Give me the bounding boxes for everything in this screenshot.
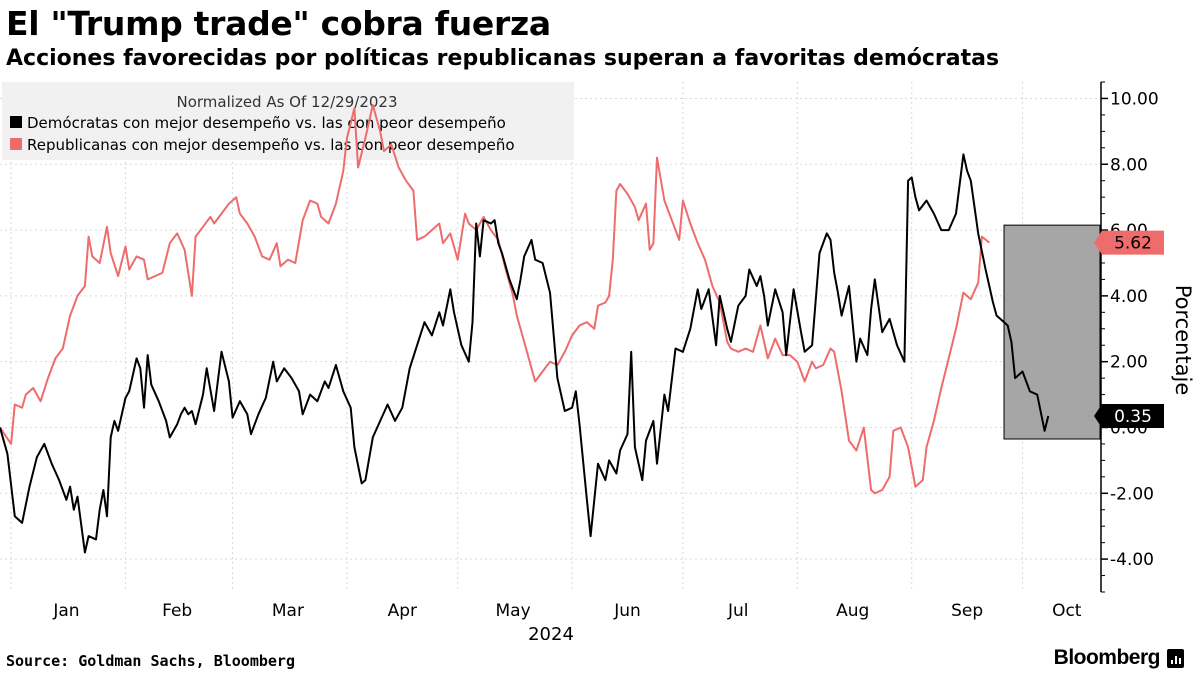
- x-tick-label: Jun: [613, 601, 641, 621]
- y-tick-label: 10.00: [1110, 89, 1159, 109]
- bloomberg-terminal-icon: [1167, 649, 1184, 668]
- source-note: Source: Goldman Sachs, Bloomberg: [6, 652, 295, 670]
- y-tick-label: 2.00: [1110, 353, 1148, 373]
- x-axis: Jan Feb Mar Apr May Jun Jul Aug Sep Oct: [52, 601, 1081, 621]
- legend-swatch-democrats: [10, 116, 22, 128]
- x-tick-label: Mar: [272, 601, 304, 621]
- series-line-republicans: [0, 104, 990, 495]
- x-tick-label: Sep: [951, 601, 983, 621]
- legend: Normalized As Of 12/29/2023 Demócratas c…: [2, 82, 574, 160]
- label-box: [1094, 230, 1164, 255]
- chart-subtitle: Acciones favorecidas por políticas repub…: [6, 46, 1000, 71]
- label-value: 0.35: [1114, 407, 1152, 427]
- label-box: [1094, 403, 1164, 428]
- x-tick-label: Feb: [162, 601, 192, 621]
- series-line-democrats: [0, 153, 1050, 554]
- legend-title: Normalized As Of 12/29/2023: [177, 93, 398, 111]
- bloomberg-logo: Bloomberg: [1053, 646, 1161, 669]
- last-value-label-republicans: 5.62: [1094, 230, 1164, 255]
- series-lines: [0, 104, 1050, 554]
- last-value-label-democrats: 0.35: [1094, 403, 1164, 428]
- y-axis-label: Porcentaje: [1171, 285, 1195, 396]
- x-tick-label: Oct: [1052, 601, 1082, 621]
- chart-title: El "Trump trade" cobra fuerza: [6, 4, 551, 43]
- last-value-labels: 0.35 5.62: [1094, 230, 1164, 428]
- legend-label-republicans: Republicanas con mejor desempeño vs. las…: [27, 136, 515, 154]
- x-tick-label: Aug: [836, 601, 869, 621]
- y-tick-label: 8.00: [1110, 155, 1148, 175]
- label-value: 5.62: [1114, 234, 1152, 254]
- x-tick-label: Apr: [388, 601, 417, 621]
- grid-lines: [0, 82, 1100, 592]
- highlight-region: [1003, 224, 1101, 440]
- x-tick-label: Jan: [52, 601, 79, 621]
- x-tick-label: Jul: [727, 601, 749, 621]
- legend-swatch-republicans: [10, 138, 22, 150]
- y-tick-label: 4.00: [1110, 287, 1148, 307]
- legend-label-democrats: Demócratas con mejor desempeño vs. las c…: [27, 114, 506, 132]
- legend-background: [2, 82, 574, 160]
- x-axis-year-label: 2024: [528, 624, 574, 640]
- highlight-box: [1003, 224, 1101, 440]
- y-tick-label: -4.00: [1110, 550, 1154, 570]
- x-tick-label: May: [496, 601, 531, 621]
- y-tick-label: -2.00: [1110, 484, 1154, 504]
- line-chart: Normalized As Of 12/29/2023 Demócratas c…: [0, 81, 1195, 640]
